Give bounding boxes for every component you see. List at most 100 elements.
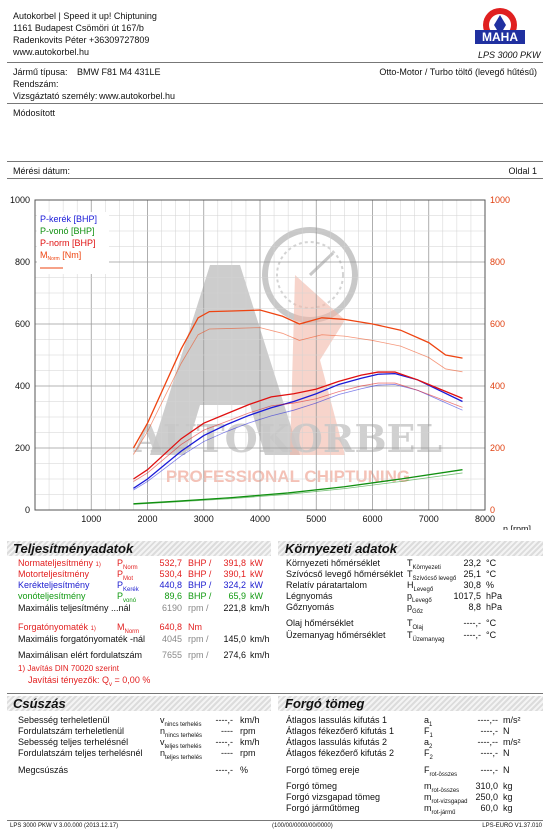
series-secondary-line: [133, 382, 463, 482]
maxtorque-label: Maximális forgatónyomaték -nál: [18, 634, 146, 644]
mass-row-symbol: mrot-összes: [424, 781, 459, 794]
perf-symbol-sub: Norm: [123, 564, 138, 571]
legend-entry: P-vonó [BHP]: [40, 226, 95, 236]
mass-row-symbol: a1: [424, 715, 432, 728]
perf-symbol-sub: Kerék: [123, 586, 139, 593]
slip-symbol: n: [160, 748, 166, 758]
env-symbol: H: [407, 580, 414, 590]
env-symbol: T: [407, 618, 413, 628]
slip-symbol-sub: teljes terhelés: [164, 743, 202, 750]
perf-row-value2: 221,8: [223, 603, 246, 613]
mass-symbol-sub: 1: [429, 732, 433, 739]
watermark-letter-a: [150, 265, 300, 455]
mass-row-label: Átlagos lassulás kifutás 2: [286, 737, 388, 747]
date-label: Mérési dátum:: [13, 166, 71, 176]
legend-box: [37, 212, 109, 274]
divider: [7, 62, 543, 63]
correction-note: Javítási tényezők: Qv = 0,00 %: [28, 675, 151, 688]
env-row-value: 23,2: [463, 558, 481, 568]
env-symbol-sub: Szívócső levegő: [412, 575, 457, 582]
maxspeed-label: Maximálisan elért fordulatszám: [18, 650, 143, 660]
chart-series: [132, 309, 463, 505]
perf-row-label: Normateljesítmény 1): [18, 558, 101, 568]
mass-row-symbol: F2: [424, 748, 433, 761]
mass-row-label: Forgó vizsgapad tömeg: [286, 792, 381, 802]
env-symbol: T: [407, 558, 413, 568]
y-left-tick-label: 400: [15, 381, 30, 391]
mass-symbol-sub: 2: [429, 754, 433, 761]
torque-unit: Nm: [188, 622, 202, 632]
perf-row-symbol: PKerék: [117, 580, 139, 593]
modified-label: Módosított: [13, 108, 56, 118]
perf-row-label: Motorteljesítmény: [18, 569, 89, 579]
perf-row-value1: 440,8: [159, 580, 182, 590]
env-symbol: T: [407, 569, 413, 579]
env-row-label: Gőznyomás: [286, 602, 335, 612]
env-row-label: Olaj hőmérséklet: [286, 618, 354, 628]
engine-type: Otto-Motor / Turbo töltő (levegő hűtésű): [379, 67, 537, 77]
tester-label: Vizsgáztató személy:: [13, 91, 98, 101]
perf-row-value1: 532,7: [159, 558, 182, 568]
x-tick-label: 5000: [306, 514, 326, 524]
y-right-tick-label: 200: [490, 443, 505, 453]
maxspeed-rpm: 7655: [161, 650, 182, 660]
perf-label-text: Kerékteljesítmény: [18, 580, 90, 590]
env-row-unit: °C: [486, 630, 497, 640]
mass-row-symbol: Frot-összes: [424, 765, 457, 778]
mass-title-bar: [278, 696, 543, 711]
slip-row-unit: %: [240, 765, 249, 775]
env-row-symbol: TÜzemanyag: [407, 630, 445, 643]
mass-row-unit: kg: [503, 803, 513, 813]
env-symbol-sub: Környezeti: [412, 564, 441, 571]
divider: [7, 693, 543, 694]
perf-row-value1: 530,4: [159, 569, 182, 579]
perf-row-unit1: BHP /: [188, 591, 212, 601]
slip-symbol-sub: teljes terhelés: [165, 754, 203, 761]
env-row-unit: hPa: [486, 591, 503, 601]
company-website: www.autokorbel.hu: [13, 47, 90, 57]
mass-row-value: 310,0: [475, 781, 498, 791]
series-secondary-line: [133, 472, 463, 505]
perf-unit1: BHP: [188, 558, 207, 568]
company-contact: Radenkovits Péter +36309727809: [13, 35, 150, 45]
env-row-unit: hPa: [486, 602, 503, 612]
perf-label-text: Normateljesítmény: [18, 558, 94, 568]
env-row-label: Relatív páratartalom: [286, 580, 368, 590]
env-row-value: 30,8: [463, 580, 481, 590]
slip-row-symbol: vteljes terhelés: [160, 737, 202, 750]
perf-row-unit2: kW: [250, 569, 263, 579]
y-right-tick-label: 400: [490, 381, 505, 391]
env-row-value: 8,8: [468, 602, 481, 612]
company-name: Autokorbel | Speed it up! Chiptuning: [13, 11, 157, 21]
env-row-value: ----,-: [463, 630, 482, 640]
chart-legend: P-kerék [BHP]P-vonó [BHP]P-norm [BHP]MNo…: [37, 212, 109, 274]
mass-row-value: ----,-: [480, 748, 499, 758]
perf-symbol: P: [117, 558, 124, 568]
maxspeed-speed-unit: km/h: [250, 650, 270, 660]
perf-unit1: rpm: [188, 603, 204, 613]
env-row-label: Légnyomás: [286, 591, 333, 601]
slip-row-unit: km/h: [240, 737, 260, 747]
perf-title-bar: [7, 541, 271, 556]
env-symbol-sub: Levegő: [412, 597, 432, 604]
mass-row-unit: kg: [503, 792, 513, 802]
env-row-value: 25,1: [463, 569, 481, 579]
env-row-unit: °C: [486, 558, 497, 568]
env-symbol-sub: Gőz: [412, 608, 424, 615]
perf-row-unit1: BHP /: [188, 558, 212, 568]
slip-title: Csúszás: [13, 696, 66, 711]
mass-row-value: ----,-: [480, 726, 499, 736]
env-symbol: p: [407, 591, 413, 601]
slip-row-label: Fordulatszám terheletlenül: [18, 726, 125, 736]
mass-row-unit: m/s²: [503, 737, 521, 747]
mass-symbol: m: [424, 781, 432, 791]
slip-row-label: Fordulatszám teljes terhelésnél: [18, 748, 143, 758]
perf-symbol-sub: Mot: [123, 575, 134, 582]
watermark-needle: [308, 251, 335, 277]
perf-row-value1: 89,6: [164, 591, 182, 601]
slip-row-value: ----: [221, 748, 233, 758]
slip-row-value: ----,-: [215, 765, 234, 775]
mass-symbol-sub: rot-összes: [431, 787, 460, 794]
slip-row-value: ----,-: [215, 715, 234, 725]
